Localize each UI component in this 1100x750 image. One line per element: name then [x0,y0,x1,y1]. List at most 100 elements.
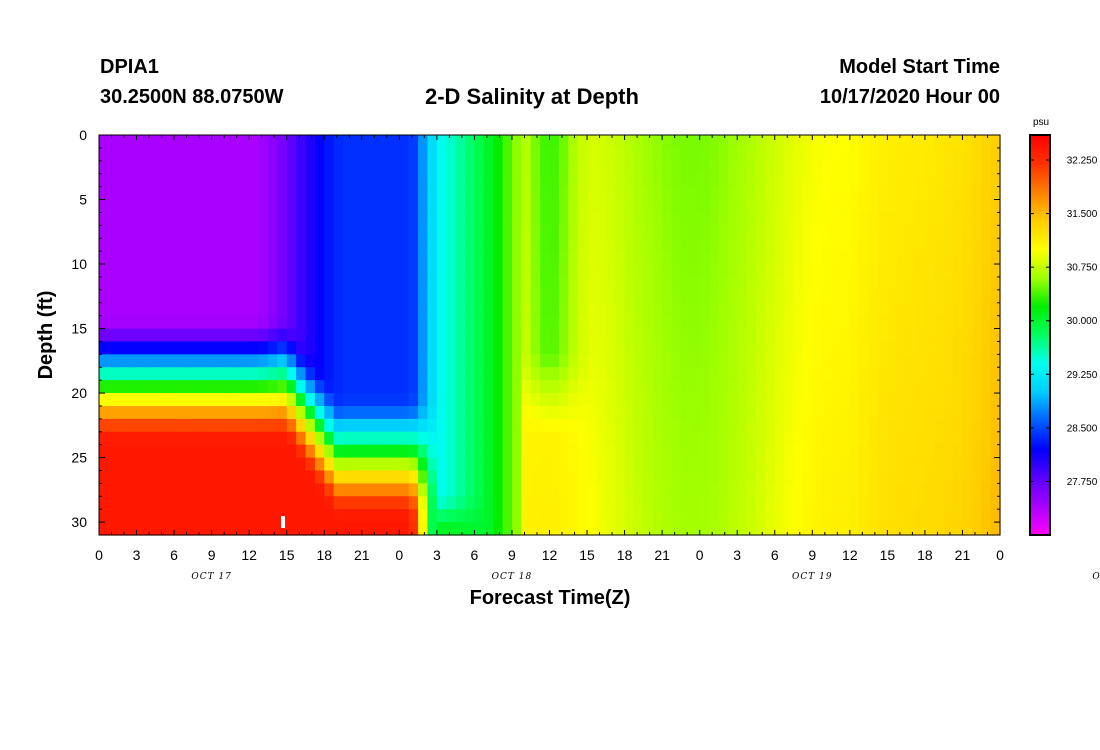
heatmap-cell [380,496,391,510]
heatmap-cell [877,147,888,162]
heatmap-cell [943,328,954,343]
heatmap-cell [183,418,194,433]
heatmap-cell [230,186,241,201]
colorbar-tick-label: 30.750 [1067,263,1098,274]
colorbar-tick-label: 31.500 [1067,209,1098,220]
heatmap-cell [296,302,307,317]
heatmap-cell [127,289,138,304]
heatmap-cell [971,509,982,523]
heatmap-cell [549,431,560,446]
heatmap-cell [784,199,795,214]
heatmap-cell [981,405,992,420]
heatmap-cell [408,509,419,523]
heatmap-cell [258,238,269,252]
heatmap-cell [737,354,748,368]
heatmap-cell [943,341,954,355]
heatmap-cell [474,431,485,446]
heatmap-cell [389,186,400,201]
heatmap-cell [558,380,569,394]
heatmap-cell [277,238,288,252]
heatmap-cell [530,354,541,368]
heatmap-cell [765,380,776,394]
heatmap-cell [352,367,363,381]
y-tick-label: 30 [71,514,87,530]
heatmap-cell [943,173,954,188]
heatmap-cell [558,354,569,368]
heatmap-cell [755,328,766,343]
heatmap-cell [896,212,907,226]
heatmap-cell [408,444,419,459]
heatmap-cell [821,135,832,149]
heatmap-cell [117,509,128,523]
heatmap-cell [624,302,635,317]
heatmap-cell [690,522,701,536]
heatmap-cell [812,457,823,472]
heatmap-cell [211,341,222,355]
heatmap-cell [286,186,297,201]
heatmap-cell [596,315,607,330]
heatmap-cell [455,135,466,149]
heatmap-cell [746,212,757,226]
heatmap-cell [943,380,954,394]
heatmap-cell [558,173,569,188]
heatmap-cell [239,522,250,536]
heatmap-cell [831,173,842,188]
heatmap-cell [943,522,954,536]
heatmap-cell [145,199,156,214]
heatmap-cell [971,405,982,420]
heatmap-cell [615,393,626,407]
heatmap-cell [774,238,785,252]
heatmap-cell [652,186,663,201]
heatmap-cell [615,418,626,433]
heatmap-cell [690,238,701,252]
heatmap-cell [709,522,720,536]
heatmap-cell [831,328,842,343]
axis-ticks [98,134,1001,536]
heatmap-cell [164,483,175,497]
heatmap-cell [389,457,400,472]
heatmap-cell [164,276,175,291]
heatmap-cell [352,173,363,188]
heatmap-cell [755,212,766,226]
heatmap-cell [812,354,823,368]
heatmap-cell [446,289,457,304]
heatmap-cell [849,238,860,252]
heatmap-cell [155,238,166,252]
heatmap-cell [145,289,156,304]
heatmap-cell [455,160,466,175]
heatmap-cell [427,160,438,175]
heatmap-cell [389,483,400,497]
heatmap-cell [962,289,973,304]
heatmap-cell [239,225,250,239]
heatmap-cell [727,457,738,472]
heatmap-cell [267,418,278,433]
heatmap-cell [934,457,945,472]
heatmap-cell [145,354,156,368]
heatmap-cell [605,341,616,355]
heatmap-cell [258,135,269,149]
heatmap-cell [802,238,813,252]
heatmap-cell [868,173,879,188]
heatmap-cell [643,457,654,472]
heatmap-cell [530,147,541,162]
heatmap-cell [971,341,982,355]
heatmap-cell [633,470,644,484]
heatmap-cell [699,251,710,265]
heatmap-cell [831,212,842,226]
heatmap-cell [465,186,476,201]
heatmap-cell [812,251,823,265]
heatmap-cell [727,431,738,446]
heatmap-cell [530,444,541,459]
heatmap-cell [277,251,288,265]
heatmap-cell [333,418,344,433]
heatmap-cell [192,186,203,201]
heatmap-cell [455,264,466,278]
heatmap-cell [953,470,964,484]
heatmap-cell [202,186,213,201]
heatmap-cell [662,264,673,278]
heatmap-cell [906,199,917,214]
heatmap-cell [474,457,485,472]
heatmap-cell [802,147,813,162]
heatmap-cell [399,160,410,175]
heatmap-cell [540,135,551,149]
